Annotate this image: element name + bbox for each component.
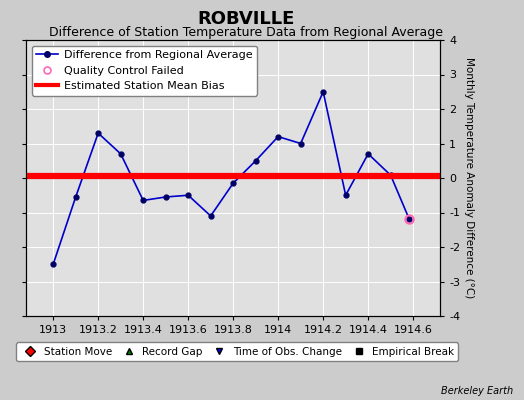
Text: ROBVILLE: ROBVILLE	[198, 10, 295, 28]
Y-axis label: Monthly Temperature Anomaly Difference (°C): Monthly Temperature Anomaly Difference (…	[464, 57, 474, 299]
Legend: Difference from Regional Average, Quality Control Failed, Estimated Station Mean: Difference from Regional Average, Qualit…	[32, 46, 257, 96]
Text: Berkeley Earth: Berkeley Earth	[441, 386, 514, 396]
Legend: Station Move, Record Gap, Time of Obs. Change, Empirical Break: Station Move, Record Gap, Time of Obs. C…	[16, 342, 458, 361]
Text: Difference of Station Temperature Data from Regional Average: Difference of Station Temperature Data f…	[49, 26, 443, 39]
